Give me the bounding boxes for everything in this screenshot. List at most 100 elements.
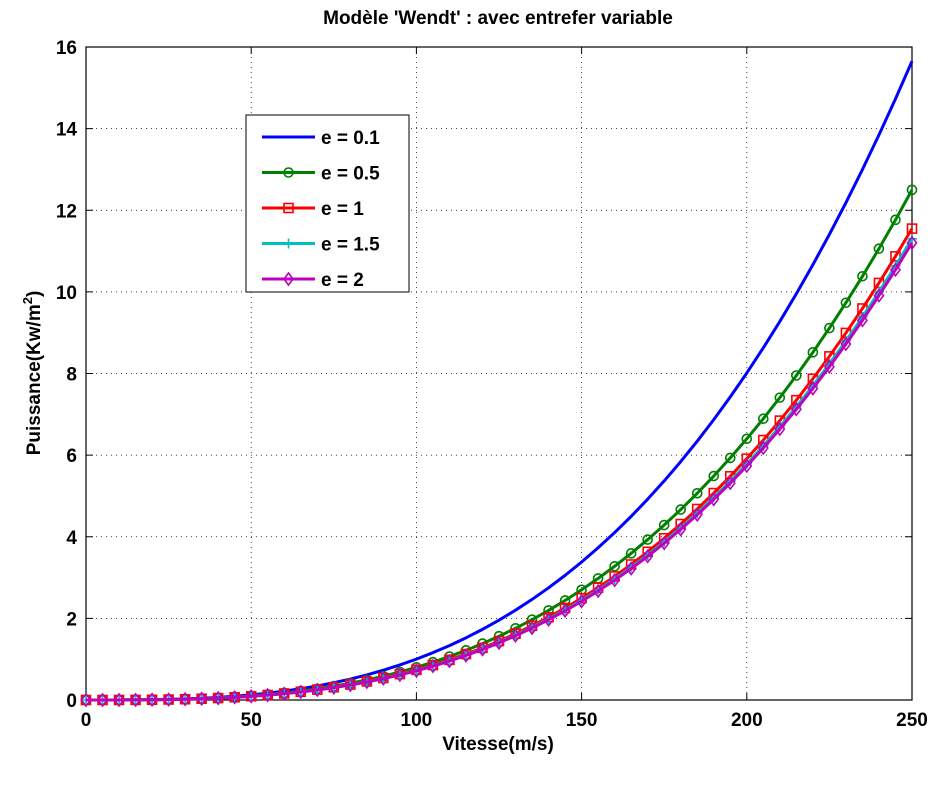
- series-marker: [625, 548, 637, 559]
- series-marker: [790, 401, 802, 417]
- series-marker: [873, 243, 885, 254]
- series-marker: [658, 519, 670, 531]
- series-marker: [609, 560, 620, 572]
- axis-ticks: 0 50 100 150 200 250 0 2 4 6 8 10 12 14 16: [56, 38, 928, 731]
- series-marker: [328, 680, 340, 695]
- x-tick-label: 0: [81, 710, 92, 731]
- series-marker: [807, 347, 819, 358]
- grid: [86, 47, 912, 700]
- series-marker: [774, 421, 786, 437]
- series-marker: [163, 692, 175, 707]
- series-marker: [691, 487, 703, 499]
- legend-marker: [283, 271, 294, 287]
- series-marker: [823, 359, 835, 375]
- legend-label: e = 1.5: [321, 235, 380, 256]
- series-marker: [642, 548, 654, 564]
- y-axis-label-close: ): [24, 291, 45, 297]
- series-marker: [741, 433, 753, 445]
- series-marker: [130, 692, 142, 708]
- series-marker: [708, 470, 720, 482]
- series-marker: [493, 635, 505, 651]
- series-1: [80, 184, 918, 706]
- series-marker: [526, 620, 538, 636]
- legend-item: e = 2: [262, 270, 364, 291]
- series-line: [86, 189, 914, 702]
- legend-label: e = 0.5: [321, 164, 380, 185]
- series-marker: [212, 690, 224, 706]
- y-tick-label: 0: [66, 691, 77, 712]
- legend-marker: [283, 167, 294, 178]
- series-marker: [361, 674, 373, 690]
- series-marker: [906, 184, 918, 196]
- series-marker: [80, 692, 92, 708]
- series-marker: [757, 440, 769, 456]
- series-marker: [559, 603, 571, 619]
- series-marker: [609, 572, 621, 588]
- series-marker: [394, 667, 406, 683]
- series-line: [86, 227, 914, 702]
- series-marker: [906, 235, 918, 251]
- series-marker: [229, 690, 241, 705]
- series-marker: [410, 663, 422, 679]
- x-tick-label: 150: [566, 710, 598, 731]
- legend-items: e = 0.1 e = 0.5 e = 1 e = 1.5 e = 2: [262, 128, 380, 291]
- series-marker: [592, 583, 604, 599]
- series-marker: [906, 223, 918, 234]
- legend-label: e = 2: [321, 270, 364, 291]
- series-marker: [97, 692, 109, 708]
- series-marker: [427, 658, 439, 674]
- y-axis-label-superscript: 2: [20, 297, 35, 304]
- y-tick-label: 6: [66, 446, 77, 467]
- series-marker: [295, 684, 307, 700]
- legend: e = 0.1 e = 0.5 e = 1 e = 1.5 e = 2: [245, 114, 410, 293]
- series-0: [85, 60, 914, 702]
- legend-item: e = 0.1: [262, 128, 380, 149]
- series-marker: [625, 561, 637, 576]
- series-marker: [675, 522, 687, 537]
- series-marker: [179, 691, 191, 707]
- series-marker: [311, 682, 323, 698]
- series-marker: [196, 691, 208, 707]
- series-group: [80, 60, 918, 708]
- legend-item: e = 1.5: [262, 235, 380, 256]
- series-marker: [840, 297, 852, 309]
- series-marker: [443, 653, 455, 669]
- series-marker: [758, 413, 769, 425]
- series-marker: [724, 452, 736, 464]
- series-marker: [576, 593, 588, 609]
- y-tick-label: 12: [56, 201, 77, 222]
- series-marker: [113, 692, 125, 708]
- series-marker: [543, 612, 555, 628]
- plot-area: [85, 46, 913, 701]
- legend-box: [245, 114, 410, 293]
- series-marker: [245, 689, 257, 704]
- series-marker: [824, 322, 835, 334]
- series-4: [80, 235, 918, 708]
- x-tick-label: 200: [731, 710, 763, 731]
- series-marker: [146, 692, 158, 708]
- legend-marker: [283, 202, 294, 214]
- y-tick-label: 10: [56, 283, 77, 304]
- series-marker: [774, 392, 786, 403]
- series-marker: [344, 677, 356, 693]
- x-tick-label: 50: [241, 710, 262, 731]
- series-marker: [476, 642, 488, 657]
- y-tick-label: 14: [56, 120, 78, 141]
- series-marker: [708, 492, 720, 507]
- series-marker: [377, 671, 389, 687]
- series-marker: [856, 313, 868, 328]
- x-axis-label: Vitesse(m/s): [442, 734, 554, 755]
- series-marker: [724, 475, 736, 491]
- legend-item: e = 1: [262, 199, 364, 220]
- y-tick-label: 16: [56, 38, 77, 59]
- series-line: [85, 60, 914, 702]
- legend-label: e = 1: [321, 199, 364, 220]
- series-marker: [873, 288, 885, 303]
- series-marker: [642, 534, 653, 545]
- y-axis-label: Puissance(Kw/m2): [20, 291, 45, 456]
- series-marker: [890, 214, 901, 226]
- series-marker: [510, 628, 522, 644]
- series-marker: [460, 648, 472, 663]
- y-tick-label: 4: [66, 528, 77, 549]
